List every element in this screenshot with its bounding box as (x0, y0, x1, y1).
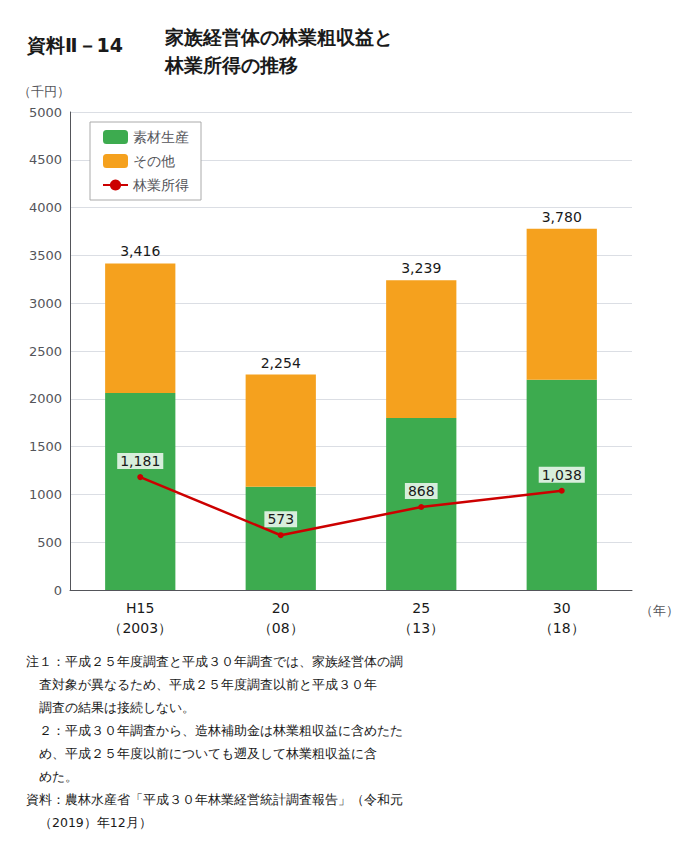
svg-text:2,254: 2,254 (261, 355, 301, 371)
svg-text:1000: 1000 (29, 487, 62, 502)
svg-text:1500: 1500 (29, 439, 62, 454)
svg-text:4000: 4000 (29, 200, 62, 215)
svg-text:（千円）: （千円） (18, 84, 70, 99)
svg-text:868: 868 (408, 483, 435, 499)
svg-text:4500: 4500 (29, 152, 62, 167)
svg-text:林業所得の推移: 林業所得の推移 (164, 54, 298, 76)
svg-text:家族経営体の林業粗収益と: 家族経営体の林業粗収益と (164, 26, 393, 48)
svg-text:3500: 3500 (29, 248, 62, 263)
svg-text:30: 30 (553, 600, 571, 616)
svg-text:めた。: めた。 (26, 769, 78, 784)
svg-text:3,780: 3,780 (542, 209, 582, 225)
svg-text:20: 20 (272, 600, 290, 616)
svg-text:H15: H15 (126, 600, 154, 616)
svg-text:1,038: 1,038 (542, 467, 582, 483)
svg-text:3,239: 3,239 (401, 260, 441, 276)
svg-text:林業所得: 林業所得 (132, 177, 189, 193)
svg-text:め、平成２５年度以前についても遡及して林業粗収益に含: め、平成２５年度以前についても遡及して林業粗収益に含 (26, 746, 377, 761)
svg-text:素材生産: 素材生産 (133, 129, 189, 145)
svg-text:0: 0 (54, 583, 62, 598)
svg-text:資料Ⅱ－14: 資料Ⅱ－14 (26, 34, 123, 56)
svg-text:資料：農林水産省「平成３０年林業経営統計調査報告」（令和元: 資料：農林水産省「平成３０年林業経営統計調査報告」（令和元 (26, 792, 403, 807)
svg-text:3000: 3000 (29, 296, 62, 311)
svg-text:注１：平成２５年度調査と平成３０年調査では、家族経営体の調: 注１：平成２５年度調査と平成３０年調査では、家族経営体の調 (26, 654, 403, 669)
svg-text:2000: 2000 (29, 391, 62, 406)
svg-text:573: 573 (267, 511, 294, 527)
svg-text:２：平成３０年調査から、造林補助金は林業粗収益に含めたた: ２：平成３０年調査から、造林補助金は林業粗収益に含めたた (26, 723, 403, 738)
svg-text:（13）: （13） (398, 620, 444, 636)
svg-text:調査の結果は接続しない。: 調査の結果は接続しない。 (26, 700, 195, 715)
svg-text:500: 500 (37, 535, 62, 550)
svg-text:2500: 2500 (29, 344, 62, 359)
svg-text:（2003）: （2003） (108, 620, 172, 636)
svg-text:25: 25 (412, 600, 430, 616)
svg-text:その他: その他 (133, 153, 175, 169)
svg-text:5000: 5000 (29, 105, 62, 120)
svg-text:1,181: 1,181 (120, 453, 160, 469)
svg-text:（08）: （08） (258, 620, 304, 636)
svg-text:（18）: （18） (539, 620, 585, 636)
svg-text:（2019）年12月）: （2019）年12月） (26, 815, 152, 830)
svg-text:（年）: （年） (640, 603, 679, 618)
svg-text:3,416: 3,416 (120, 243, 160, 259)
svg-text:査対象が異なるため、平成２５年度調査以前と平成３０年: 査対象が異なるため、平成２５年度調査以前と平成３０年 (26, 677, 377, 692)
